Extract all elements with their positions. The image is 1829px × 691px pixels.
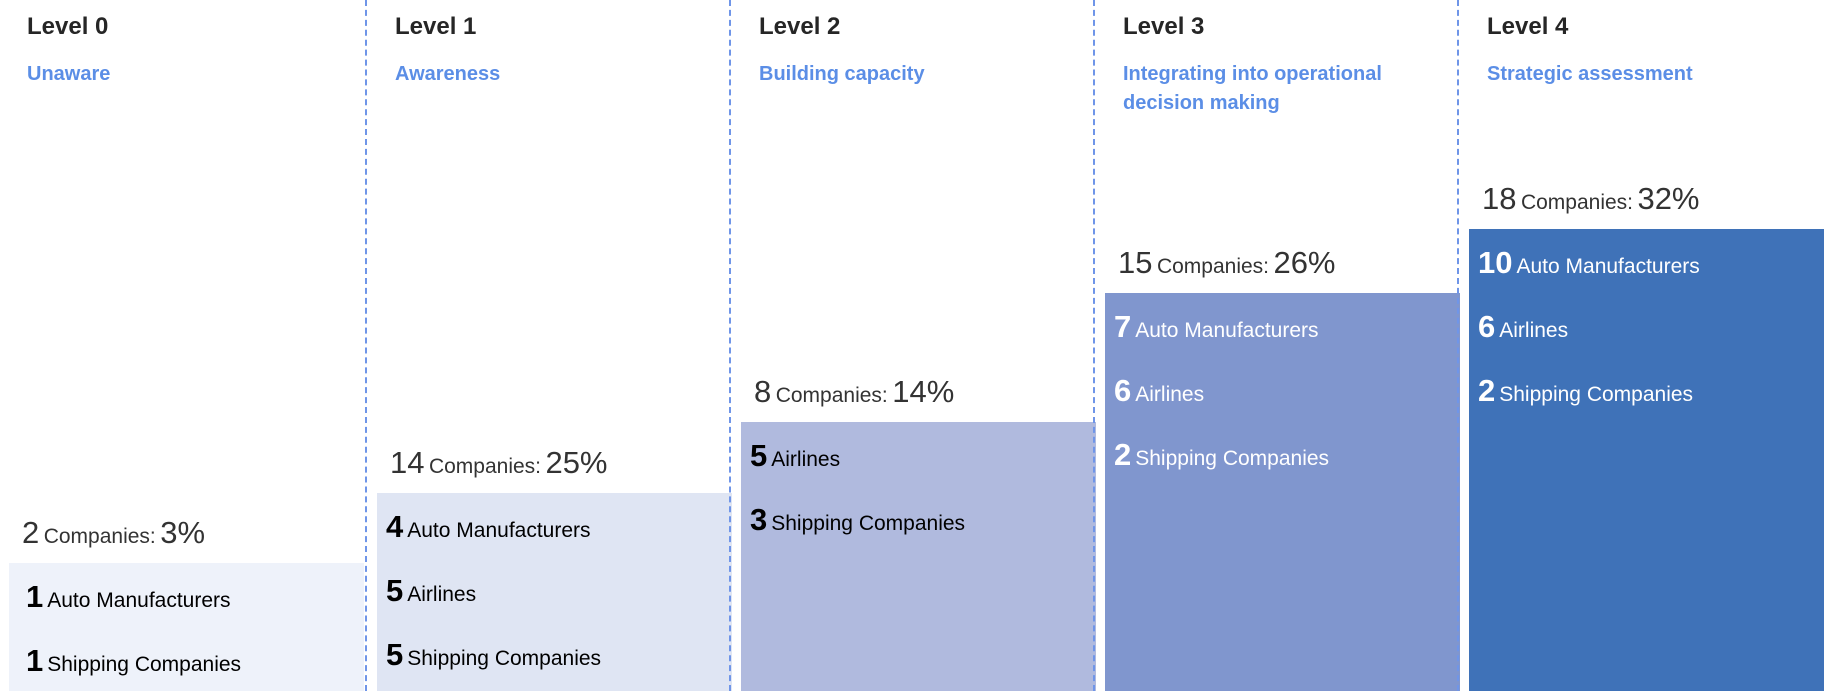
level-name: Unaware [27, 63, 111, 85]
group-count: 7 [1114, 309, 1132, 344]
level-title: Level 3 [1123, 13, 1205, 40]
level-name: Integrating into operational decision ma… [1123, 63, 1382, 114]
group-count: 10 [1478, 245, 1513, 280]
group-count: 6 [1114, 373, 1132, 408]
total-line: 14 Companies: 25% [390, 445, 608, 481]
column-divider [365, 0, 367, 691]
group-label: Airlines [1499, 319, 1569, 342]
total-label: Companies: [1520, 191, 1633, 214]
level-title: Level 0 [27, 13, 109, 40]
group-label: Airlines [1135, 383, 1205, 406]
total-line: 8 Companies: 14% [754, 374, 954, 410]
total-percent: 32% [1637, 181, 1700, 216]
group-count: 5 [386, 573, 404, 608]
group-row: 5 Airlines [386, 573, 476, 609]
group-label: Auto Manufacturers [47, 589, 231, 612]
group-count: 4 [386, 509, 404, 544]
group-count: 2 [1114, 437, 1132, 472]
level-title: Level 2 [759, 13, 841, 40]
group-row: 7 Auto Manufacturers [1114, 309, 1319, 345]
group-count: 5 [386, 637, 404, 672]
total-line: 18 Companies: 32% [1482, 181, 1700, 217]
column-divider [1093, 0, 1095, 691]
level-title: Level 1 [395, 13, 477, 40]
group-label: Auto Manufacturers [1135, 319, 1319, 342]
total-percent: 14% [892, 374, 955, 409]
level-name: Strategic assessment [1487, 63, 1693, 85]
group-count: 6 [1478, 309, 1496, 344]
total-percent: 25% [545, 445, 608, 480]
group-count: 3 [750, 502, 768, 537]
group-row: 2 Shipping Companies [1114, 437, 1329, 473]
level-bar: 5 Airlines 3 Shipping Companies [741, 422, 1096, 691]
total-count: 8 [754, 374, 772, 409]
group-label: Airlines [771, 448, 841, 471]
total-label: Companies: [775, 384, 888, 407]
group-row: 1 Shipping Companies [26, 643, 241, 679]
level-bar: 10 Auto Manufacturers 6 Airlines 2 Shipping C… [1469, 229, 1824, 691]
level-name: Building capacity [759, 63, 925, 85]
column-divider [1457, 0, 1459, 691]
group-label: Auto Manufacturers [407, 519, 591, 542]
group-count: 5 [750, 438, 768, 473]
level-name: Awareness [395, 63, 501, 85]
group-count: 1 [26, 579, 44, 614]
total-count: 14 [390, 445, 425, 480]
group-row: 1 Auto Manufacturers [26, 579, 231, 615]
total-count: 18 [1482, 181, 1517, 216]
total-percent: 3% [160, 515, 206, 550]
total-line: 2 Companies: 3% [22, 515, 205, 551]
level-title: Level 4 [1487, 13, 1569, 40]
group-row: 5 Airlines [750, 438, 840, 474]
total-label: Companies: [428, 455, 541, 478]
group-row: 2 Shipping Companies [1478, 373, 1693, 409]
total-label: Companies: [43, 525, 156, 548]
group-label: Shipping Companies [407, 647, 602, 670]
group-count: 2 [1478, 373, 1496, 408]
group-row: 3 Shipping Companies [750, 502, 965, 538]
column-divider [729, 0, 731, 691]
group-row: 10 Auto Manufacturers [1478, 245, 1700, 281]
level-bar: 1 Auto Manufacturers 1 Shipping Companies [9, 563, 364, 691]
group-row: 6 Airlines [1478, 309, 1568, 345]
total-line: 15 Companies: 26% [1118, 245, 1336, 281]
total-count: 15 [1118, 245, 1153, 280]
group-row: 4 Auto Manufacturers [386, 509, 591, 545]
total-count: 2 [22, 515, 40, 550]
group-label: Shipping Companies [47, 653, 242, 676]
group-row: 6 Airlines [1114, 373, 1204, 409]
total-percent: 26% [1273, 245, 1336, 280]
group-label: Auto Manufacturers [1516, 255, 1700, 278]
group-count: 1 [26, 643, 44, 678]
total-label: Companies: [1156, 255, 1269, 278]
group-label: Shipping Companies [771, 512, 966, 535]
group-label: Shipping Companies [1499, 383, 1694, 406]
level-bar: 7 Auto Manufacturers 6 Airlines 2 Shipping Co… [1105, 293, 1460, 691]
group-row: 5 Shipping Companies [386, 637, 601, 673]
group-label: Airlines [407, 583, 477, 606]
level-bar: 4 Auto Manufacturers 5 Airlines 5 Shipping Co… [377, 493, 732, 691]
group-label: Shipping Companies [1135, 447, 1330, 470]
